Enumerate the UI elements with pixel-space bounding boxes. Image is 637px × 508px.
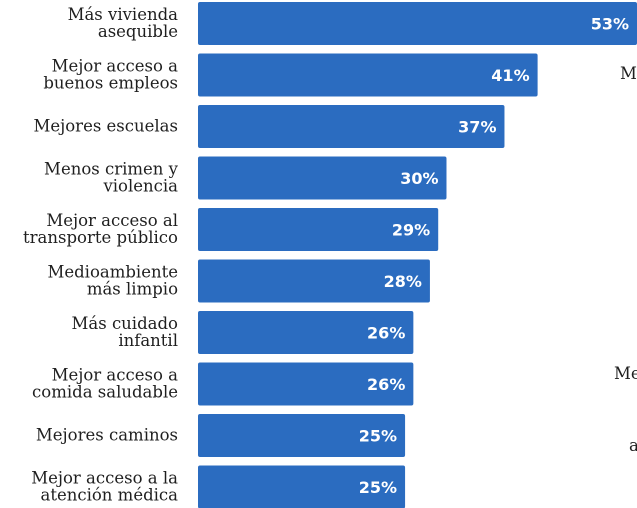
side-text-fragment-2: Me: [614, 364, 637, 383]
category-label: asequible: [98, 22, 178, 41]
category-label: infantil: [118, 331, 178, 350]
category-label: más limpio: [87, 280, 178, 299]
side-text-fragment-3: a: [629, 436, 637, 455]
data-label: 30%: [400, 169, 438, 188]
category-label: Más cuidado: [72, 314, 179, 333]
data-label: 25%: [359, 478, 397, 497]
data-label: 41%: [491, 66, 529, 85]
category-label: Mejor acceso al: [46, 211, 178, 230]
category-label: Mejor acceso a: [52, 57, 179, 76]
bar: [198, 311, 414, 354]
category-label: Medioambiente: [47, 263, 178, 282]
bar: [198, 156, 447, 200]
category-label: Mejor acceso a: [52, 366, 179, 385]
bar: [198, 2, 637, 45]
category-label: Mejores caminos: [36, 426, 178, 445]
data-label: 28%: [384, 272, 422, 291]
category-label: Mejor acceso a la: [31, 469, 178, 488]
data-label: 29%: [392, 221, 430, 240]
bar: [198, 465, 406, 508]
data-label: 53%: [591, 15, 629, 34]
category-label: Menos crimen y: [44, 160, 179, 179]
category-label: transporte público: [23, 228, 178, 247]
category-label: Mejores escuelas: [33, 117, 178, 136]
data-label: 25%: [359, 427, 397, 446]
bar: [198, 53, 538, 97]
category-label: buenos empleos: [43, 74, 178, 93]
category-label: atención médica: [40, 486, 178, 505]
bar: [198, 259, 430, 303]
data-label: 26%: [367, 324, 405, 343]
bar: [198, 362, 414, 406]
bar: [198, 414, 406, 457]
category-label: violencia: [102, 177, 178, 196]
category-label: Más vivienda: [68, 5, 179, 24]
data-label: 26%: [367, 375, 405, 394]
side-text-fragment-1: M: [620, 64, 637, 83]
category-label: comida saludable: [32, 383, 178, 402]
bar: [198, 208, 439, 251]
bar: [198, 105, 505, 148]
data-label: 37%: [458, 118, 496, 137]
